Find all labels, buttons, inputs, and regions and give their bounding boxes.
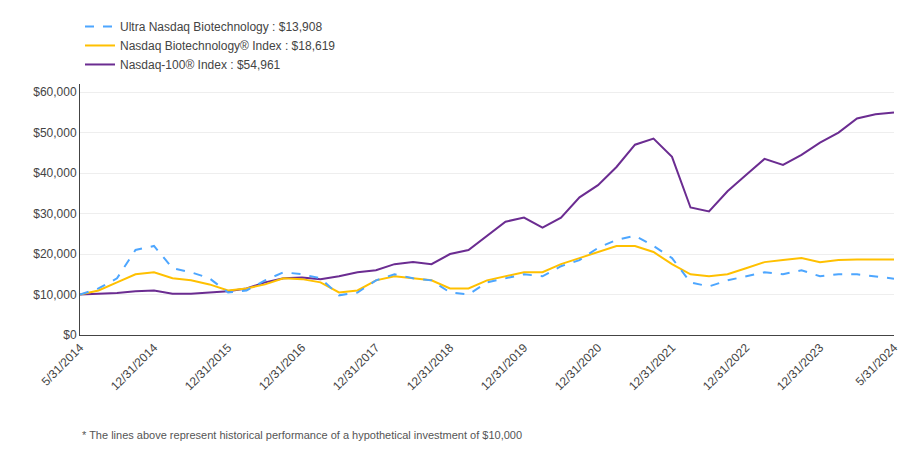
svg-text:12/31/2021: 12/31/2021	[626, 341, 679, 394]
svg-text:Ultra Nasdaq Biotechnology : $: Ultra Nasdaq Biotechnology : $13,908	[120, 20, 322, 34]
svg-text:12/31/2015: 12/31/2015	[182, 341, 235, 394]
svg-text:5/31/2024: 5/31/2024	[853, 341, 901, 389]
svg-text:* The lines above represent hi: * The lines above represent historical p…	[82, 429, 522, 441]
svg-text:12/31/2018: 12/31/2018	[404, 341, 457, 394]
svg-text:12/31/2017: 12/31/2017	[330, 341, 383, 394]
svg-text:$0: $0	[63, 328, 77, 342]
svg-text:Nasdaq Biotechnology® Index :: Nasdaq Biotechnology® Index : $18,619	[120, 39, 335, 53]
svg-text:$10,000: $10,000	[33, 288, 77, 302]
svg-text:12/31/2022: 12/31/2022	[700, 341, 753, 394]
svg-text:$50,000: $50,000	[33, 126, 77, 140]
svg-text:$40,000: $40,000	[33, 166, 77, 180]
svg-text:$30,000: $30,000	[33, 207, 77, 221]
svg-text:12/31/2016: 12/31/2016	[256, 341, 309, 394]
svg-text:$60,000: $60,000	[33, 85, 77, 99]
svg-text:12/31/2019: 12/31/2019	[478, 341, 531, 394]
svg-text:$20,000: $20,000	[33, 247, 77, 261]
svg-text:12/31/2020: 12/31/2020	[552, 341, 605, 394]
svg-text:Nasdaq-100® Index : $54,961: Nasdaq-100® Index : $54,961	[120, 58, 281, 72]
svg-text:12/31/2014: 12/31/2014	[108, 341, 161, 394]
svg-text:5/31/2014: 5/31/2014	[39, 341, 87, 389]
svg-text:12/31/2023: 12/31/2023	[774, 341, 827, 394]
